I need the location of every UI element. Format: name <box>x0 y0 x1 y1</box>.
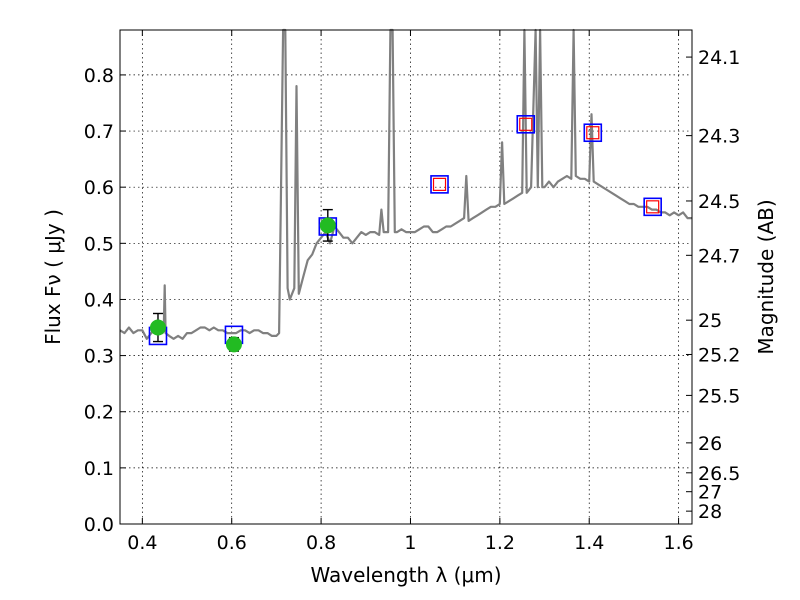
grid-lines <box>120 30 692 525</box>
model-flux-square <box>583 123 603 143</box>
y-axis-label: Flux Fν ( μJy ) <box>41 209 65 345</box>
plot-frame <box>119 29 693 525</box>
spectrum-layer <box>119 28 692 340</box>
model-flux-square <box>430 175 449 194</box>
y-tick-label: 0.1 <box>84 458 114 480</box>
mag-tick-label: 26 <box>698 433 722 455</box>
x-axis-label: Wavelength λ (μm) <box>310 563 501 587</box>
x-tick-label: 1.6 <box>663 532 693 554</box>
observed-flux-point <box>149 319 166 336</box>
x-tick-label: 1.4 <box>574 532 604 554</box>
mag-tick-label: 24.7 <box>698 245 740 267</box>
tick-labels: 0.4 0.6 0.8 1 1.2 1.4 1.6 0.0 0.1 0.2 0.3 0.4 0.5 0.6… <box>84 47 741 554</box>
x-tick-label: 0.4 <box>127 532 157 554</box>
observed-flux-point <box>319 217 336 234</box>
y-tick-label: 0.8 <box>84 65 114 87</box>
model-flux-inner-square <box>432 177 447 191</box>
x-tick-label: 1.2 <box>485 532 515 554</box>
model-flux-inner-square <box>646 200 660 214</box>
mag-tick-label: 25.5 <box>698 385 740 407</box>
y-tick-label: 0.3 <box>84 346 114 368</box>
model-flux-inner-square <box>519 117 533 131</box>
y-tick-label: 0.4 <box>84 289 114 311</box>
model-spectrum-line <box>119 28 692 340</box>
model-flux-square <box>516 115 536 134</box>
mag-tick-label: 26.5 <box>698 463 740 485</box>
photometry-points <box>148 115 662 353</box>
mag-tick-label: 28 <box>698 501 722 523</box>
y-tick-label: 0.2 <box>84 402 114 424</box>
axis-ticks <box>120 30 692 525</box>
observed-flux-point <box>225 336 242 353</box>
x-tick-label: 0.6 <box>217 532 247 554</box>
mag-tick-label: 24.5 <box>698 191 740 213</box>
mag-tick-label: 25 <box>698 310 722 332</box>
mag-tick-label: 24.1 <box>698 47 740 69</box>
x-tick-label: 1 <box>404 532 416 554</box>
mag-tick-label: 24.3 <box>698 126 740 148</box>
x-tick-label: 0.8 <box>306 532 336 554</box>
y-tick-label: 0.6 <box>84 177 114 199</box>
model-flux-square <box>643 197 662 217</box>
magnitude-axis-label: Magnitude (AB) <box>754 199 778 354</box>
y-tick-label: 0.5 <box>84 233 114 255</box>
y-tick-label: 0.0 <box>84 514 114 536</box>
mag-tick-label: 25.2 <box>698 344 740 366</box>
mag-tick-label: 27 <box>698 482 722 504</box>
model-flux-inner-square <box>586 126 600 140</box>
y-tick-label: 0.7 <box>84 121 114 143</box>
